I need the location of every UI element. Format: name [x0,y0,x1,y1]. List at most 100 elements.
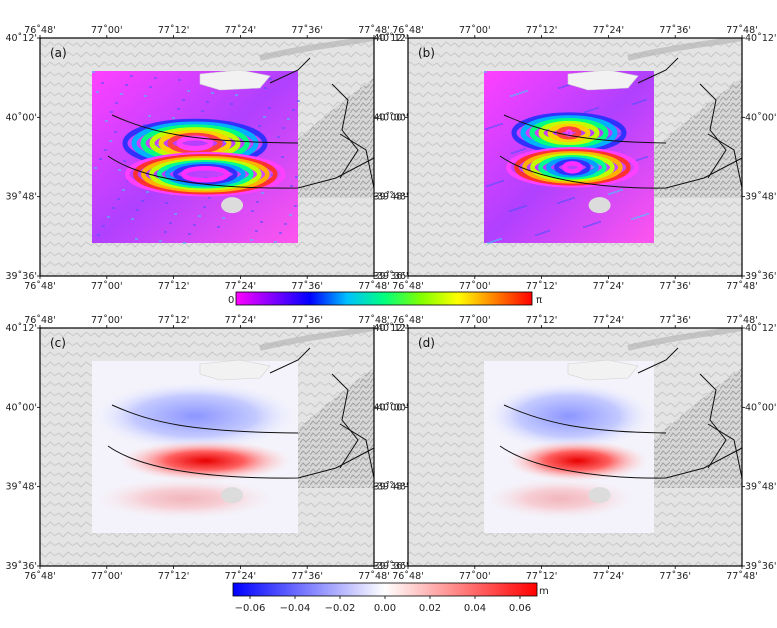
lat-tick-label-left: 39˚48' [373,482,405,493]
lon-tick-label-top: 77˚36' [291,315,323,326]
lon-tick-label-bottom: 77˚00' [91,571,123,582]
lat-tick-label-left: 40˚00' [373,112,405,123]
displacement-colorbar: −0.06 −0.04 −0.02 0.00 0.02 0.04 0.06 m [232,582,549,614]
lon-tick-label-top: 76˚48' [24,25,56,36]
lon-tick-label-bottom: 77˚48' [726,281,758,292]
displacement-tick-label: 0.06 [509,603,531,614]
lat-tick-label-left: 40˚12' [373,33,405,44]
lon-tick-label-top: 77˚48' [358,25,390,36]
mountain-relief [588,368,742,488]
lon-tick-label-bottom: 77˚24' [593,571,625,582]
lon-tick-label-top: 77˚48' [726,25,758,36]
panel-label: (b) [418,46,435,60]
lon-tick-label-bottom: 77˚36' [291,281,323,292]
lon-tick-label-bottom: 76˚48' [392,281,424,292]
mountain-relief [220,368,374,488]
lon-tick-label-top: 77˚24' [593,315,625,326]
lon-tick-label-top: 76˚48' [392,315,424,326]
no-data-region [199,69,271,91]
fault-traces [107,57,374,189]
lon-tick-label-bottom: 77˚12' [158,281,190,292]
lat-tick-label-left: 40˚12' [5,33,37,44]
lon-tick-label-bottom: 77˚00' [91,281,123,292]
map-panel-b: (b) 76˚48' 76˚48' 77˚00' 77˚00' 77˚12' 77˚12' 7… [373,25,776,292]
lat-tick-label-left: 40˚00' [373,402,405,413]
lake-mask [588,197,611,214]
phase-min-label: 0 [228,295,234,306]
lat-tick-label-left: 39˚36' [373,271,405,282]
lat-tick-label-right: 40˚12' [377,323,409,334]
lon-tick-label-top: 77˚24' [225,25,257,36]
lat-tick-label-left: 39˚36' [373,561,405,572]
map-panel-d: (d) 76˚48' 76˚48' 77˚00' 77˚00' 77˚12' 77˚12' 7… [373,315,776,582]
lon-tick-label-top: 76˚48' [24,315,56,326]
lon-tick-label-top: 77˚12' [526,25,558,36]
lon-tick-label-top: 77˚12' [158,25,190,36]
lon-tick-label-top: 77˚12' [526,315,558,326]
lon-tick-label-bottom: 77˚24' [225,571,257,582]
displacement-tick-label: −0.04 [280,603,311,614]
displacement-tick-label: −0.02 [325,603,356,614]
no-data-region [567,359,639,381]
lat-tick-label-right: 40˚00' [377,112,409,123]
lat-tick-label-left: 39˚48' [373,192,405,203]
lake-mask [221,487,244,504]
lat-tick-label-left: 39˚48' [5,482,37,493]
lon-tick-label-top: 77˚12' [158,315,190,326]
panel-label: (d) [418,336,435,350]
lat-tick-label-right: 40˚12' [745,323,777,334]
map-panel-a: (a) 76˚48' 76˚48' 77˚00' 77˚00' 77˚12' 77˚12' 7… [5,25,408,292]
lat-tick-label-right: 40˚00' [745,402,777,413]
lon-tick-label-top: 77˚36' [659,25,691,36]
interferogram-data [92,71,300,244]
lat-tick-label-right: 40˚00' [745,112,777,123]
lon-tick-label-top: 77˚00' [91,315,123,326]
lon-tick-label-bottom: 76˚48' [24,571,56,582]
displacement-tick-label: 0.02 [419,603,441,614]
lon-tick-label-top: 77˚24' [225,315,257,326]
lon-tick-label-bottom: 77˚24' [593,281,625,292]
panel-label: (a) [50,46,67,60]
lon-tick-label-bottom: 77˚48' [358,281,390,292]
lon-tick-label-bottom: 77˚36' [659,571,691,582]
lake-mask [221,197,244,214]
phase-colorbar: 0 π [228,291,542,306]
lon-tick-label-bottom: 76˚48' [24,281,56,292]
no-data-region [567,69,639,91]
lon-tick-label-bottom: 77˚36' [659,281,691,292]
lat-tick-label-right: 39˚36' [745,271,777,282]
map-frame [39,37,375,277]
lat-tick-label-left: 40˚00' [5,402,37,413]
map-frame [407,327,743,567]
lon-tick-label-bottom: 77˚48' [726,571,758,582]
lon-tick-label-top: 77˚00' [91,25,123,36]
displacement-data [484,361,654,533]
interferogram-data [484,71,654,244]
lon-tick-label-bottom: 77˚48' [358,571,390,582]
fault-traces [499,347,742,479]
lat-tick-label-right: 39˚36' [377,271,409,282]
lon-tick-label-top: 77˚00' [459,25,491,36]
lon-tick-label-top: 77˚00' [459,315,491,326]
map-frame [407,37,743,277]
lon-tick-label-bottom: 77˚00' [459,571,491,582]
lat-tick-label-right: 39˚36' [745,561,777,572]
lon-tick-label-bottom: 77˚36' [291,571,323,582]
fault-traces [107,347,374,479]
lake-mask [588,487,611,504]
lat-tick-label-right: 40˚12' [377,33,409,44]
lat-tick-label-left: 40˚00' [5,112,37,123]
lat-tick-label-right: 40˚12' [745,33,777,44]
fault-traces [499,57,742,189]
displacement-tick-label: −0.06 [235,603,266,614]
lat-tick-label-left: 40˚12' [5,323,37,334]
panel-label: (c) [50,336,66,350]
lat-tick-label-right: 39˚48' [745,482,777,493]
lon-tick-label-bottom: 76˚48' [392,571,424,582]
lat-tick-label-left: 39˚48' [5,192,37,203]
displacement-tick-label: 0.04 [464,603,486,614]
map-frame [39,327,375,567]
lon-tick-label-bottom: 77˚12' [526,571,558,582]
lon-tick-label-top: 77˚48' [358,315,390,326]
lon-tick-label-bottom: 77˚12' [526,281,558,292]
